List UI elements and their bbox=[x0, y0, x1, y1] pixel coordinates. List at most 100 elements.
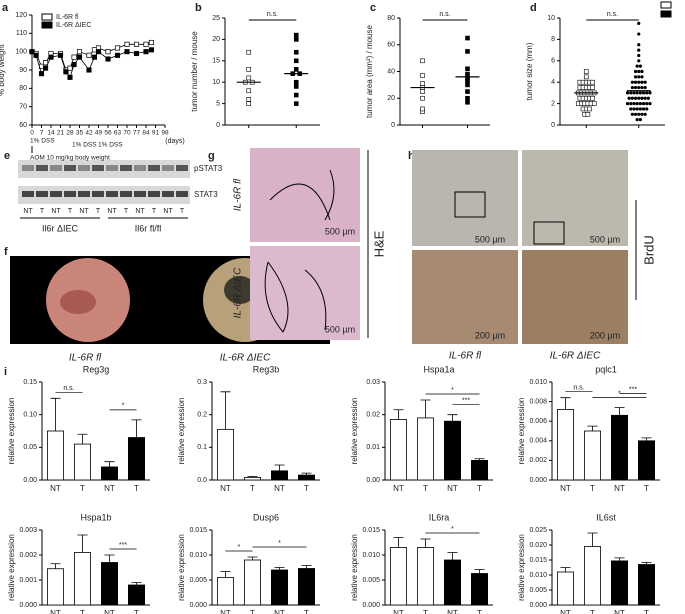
chart: 60 70 80 90 100 110 120 % body weight a 071421283… bbox=[0, 2, 185, 162]
point bbox=[43, 60, 49, 66]
y-tick-label: 80 bbox=[19, 85, 27, 92]
x-tick-label: 28 bbox=[66, 130, 74, 137]
bar bbox=[270, 470, 288, 481]
y-tick-label: 0.005 bbox=[362, 577, 380, 584]
x-tick-label: T bbox=[477, 484, 482, 493]
y-tick-label: 0.10 bbox=[23, 412, 37, 419]
point bbox=[635, 102, 639, 106]
legend-label: IL-6R fl bbox=[56, 14, 79, 21]
error-bar bbox=[393, 409, 404, 420]
y-tick-label: 0.000 bbox=[362, 602, 380, 609]
error-bar bbox=[220, 571, 231, 578]
point bbox=[648, 102, 652, 106]
panel-label: b bbox=[195, 2, 202, 14]
point bbox=[637, 112, 641, 116]
point bbox=[635, 107, 639, 111]
bar bbox=[101, 562, 119, 606]
bar bbox=[611, 560, 629, 606]
error-bar bbox=[301, 472, 312, 476]
x-tick-label: NT bbox=[104, 484, 115, 493]
y-tick-label: 0.015 bbox=[362, 527, 380, 534]
y-tick-label: 0.001 bbox=[19, 577, 37, 584]
point bbox=[143, 41, 149, 47]
error-bar bbox=[420, 538, 431, 548]
bar bbox=[443, 420, 461, 481]
band bbox=[120, 191, 132, 197]
point bbox=[465, 99, 470, 105]
point bbox=[630, 85, 634, 90]
scale-bar-label: 500 µm bbox=[590, 234, 620, 244]
y-tick-label: 10 bbox=[547, 15, 555, 22]
point bbox=[124, 41, 130, 47]
point bbox=[43, 65, 49, 71]
bar bbox=[216, 577, 234, 606]
point bbox=[646, 96, 650, 100]
point bbox=[105, 56, 111, 62]
x-tick-label: 49 bbox=[95, 130, 103, 137]
significance-label: n.s. bbox=[63, 385, 74, 392]
x-tick-label: 63 bbox=[114, 130, 122, 137]
annotation: AOM 10 mg/kg body weight bbox=[30, 155, 110, 162]
y-tick-label: 10 bbox=[212, 79, 220, 86]
point bbox=[585, 112, 591, 117]
y-tick-label: 2 bbox=[551, 100, 555, 107]
point bbox=[293, 67, 299, 72]
point bbox=[293, 79, 299, 85]
point bbox=[420, 89, 425, 94]
point bbox=[148, 39, 154, 46]
point bbox=[640, 69, 644, 74]
caption: IL-6R fl bbox=[449, 351, 482, 362]
y-axis-label: relative expression bbox=[350, 398, 359, 465]
error-bar bbox=[274, 567, 285, 570]
lane-label: NT bbox=[163, 208, 173, 215]
point bbox=[641, 107, 646, 111]
x-tick-label: T bbox=[644, 609, 649, 614]
group-label: Il6r fl/fl bbox=[135, 223, 162, 233]
x-tick-label: 35 bbox=[76, 130, 84, 137]
error-bar bbox=[220, 391, 231, 430]
stain-label: H&E bbox=[371, 230, 386, 257]
point bbox=[71, 61, 77, 68]
point bbox=[637, 43, 641, 47]
x-tick-label: NT bbox=[560, 609, 571, 614]
point bbox=[105, 49, 111, 55]
chart: 0 2 4 6 8 10 tumor size (mm) d n.s. bbox=[525, 1, 672, 129]
y-tick-label: 0.010 bbox=[529, 572, 547, 579]
point bbox=[638, 64, 642, 68]
point bbox=[633, 85, 638, 90]
y-axis-label: relative expression bbox=[177, 534, 186, 601]
point bbox=[246, 101, 252, 106]
row-label: IL-6R fl bbox=[233, 178, 244, 211]
point bbox=[645, 102, 649, 106]
point bbox=[246, 49, 252, 55]
point bbox=[625, 91, 630, 95]
x-tick-label: 21 bbox=[57, 130, 65, 137]
chart-title: Reg3b bbox=[253, 364, 280, 374]
y-tick-label: 110 bbox=[16, 30, 27, 37]
y-tick-label: 0.00 bbox=[366, 477, 380, 484]
point bbox=[246, 75, 252, 81]
point bbox=[641, 102, 646, 106]
blot-label: STAT3 bbox=[194, 190, 218, 199]
point bbox=[638, 118, 642, 122]
band bbox=[22, 165, 34, 171]
point bbox=[133, 41, 140, 47]
lane-label: NT bbox=[79, 208, 89, 215]
bar bbox=[297, 568, 315, 606]
chart: 0 20 40 60 80 tumor area (mm²) / mouse c n.s. bbox=[365, 2, 490, 129]
x-axis-label: (days) bbox=[165, 138, 184, 145]
stain-label: BrdU bbox=[641, 235, 656, 265]
y-tick-label: 80 bbox=[387, 15, 395, 22]
significance-label: n.s. bbox=[607, 11, 618, 18]
y-tick-label: 0.3 bbox=[197, 379, 207, 386]
point bbox=[465, 49, 470, 54]
band bbox=[134, 165, 146, 171]
y-tick-label: 0.004 bbox=[529, 438, 547, 445]
y-tick-label: 120 bbox=[15, 12, 27, 19]
y-tick-label: 0.005 bbox=[529, 587, 547, 594]
point bbox=[591, 101, 597, 106]
y-tick-label: 0 bbox=[551, 122, 555, 129]
bar bbox=[443, 559, 461, 606]
bar bbox=[416, 547, 434, 606]
point bbox=[293, 58, 299, 64]
